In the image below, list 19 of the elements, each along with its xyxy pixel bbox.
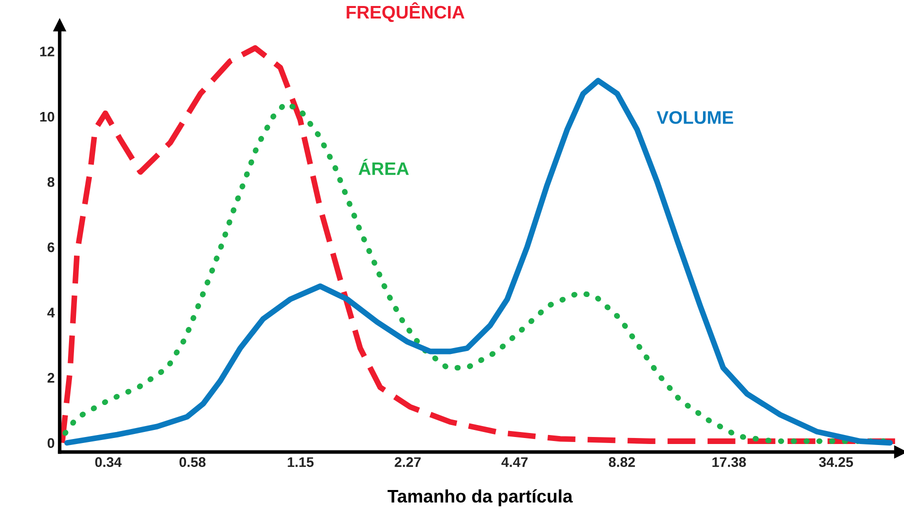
series-label: ÁREA (358, 158, 409, 175)
y-tick-label: 8 (48, 177, 54, 187)
y-tick-label: 2 (48, 372, 54, 383)
x-tick-label: 34.25 (818, 457, 854, 468)
y-tick-label: 10 (40, 112, 54, 122)
y-tick-label: 4 (47, 308, 55, 318)
series-label: VOLUME (656, 111, 734, 124)
x-tick-label: 0.58 (179, 457, 206, 468)
text: FREQUÊNCIA (346, 2, 464, 22)
y-tick-label: 6 (48, 242, 54, 252)
x-tick-label: 4.47 (501, 457, 528, 467)
y-tick-label: 0 (48, 438, 54, 448)
x-tick-label: 17.38 (712, 457, 746, 468)
x-tick-label: 0.34 (95, 457, 122, 468)
x-tick-label: 8.82 (608, 457, 635, 468)
x-axis-title: Tamanho da partícula (388, 489, 573, 506)
x-tick-label: 1.15 (288, 457, 314, 468)
x-tick-label: 2.27 (394, 457, 421, 467)
y-tick-label: 12 (40, 46, 54, 56)
